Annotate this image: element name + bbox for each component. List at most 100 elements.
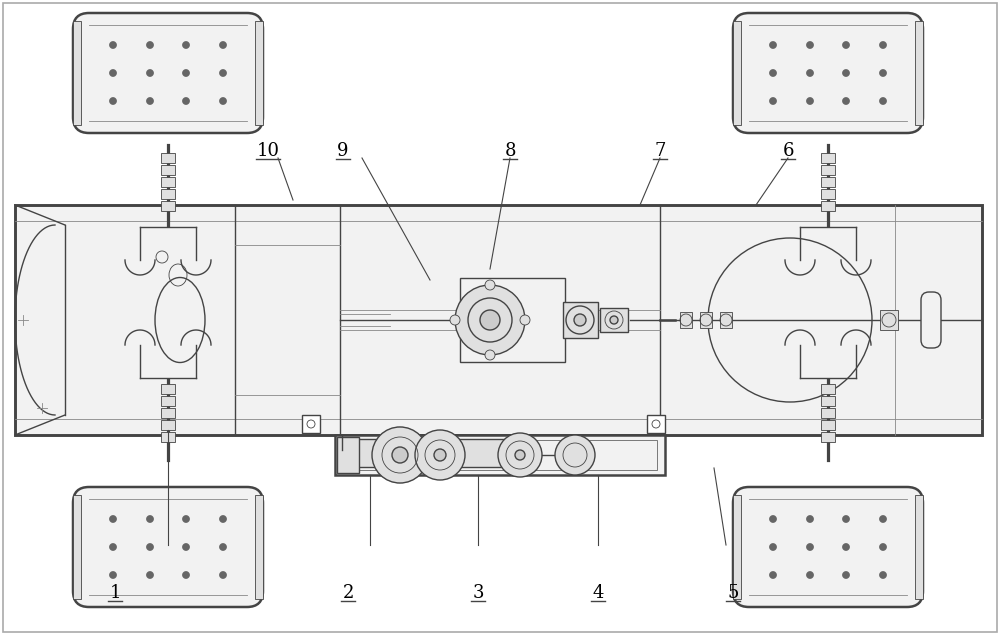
Text: 4: 4 <box>592 584 604 602</box>
Circle shape <box>880 98 887 105</box>
Bar <box>821 177 835 187</box>
Bar <box>161 420 175 430</box>
Text: 5: 5 <box>727 584 739 602</box>
Circle shape <box>110 544 116 551</box>
Bar <box>337 437 359 473</box>
Circle shape <box>515 450 525 460</box>
Circle shape <box>146 544 154 551</box>
Circle shape <box>770 41 776 48</box>
Bar <box>720 312 732 328</box>
Bar <box>821 420 835 430</box>
FancyBboxPatch shape <box>733 487 923 607</box>
Circle shape <box>806 98 814 105</box>
Circle shape <box>450 315 460 325</box>
Bar <box>161 153 175 163</box>
Circle shape <box>574 314 586 326</box>
Bar <box>733 21 741 125</box>
Circle shape <box>806 516 814 523</box>
Bar <box>161 384 175 394</box>
Bar <box>343 440 657 470</box>
Text: 1: 1 <box>109 584 121 602</box>
Circle shape <box>770 544 776 551</box>
Bar <box>821 432 835 442</box>
Bar <box>73 495 81 599</box>
Circle shape <box>415 430 465 480</box>
FancyBboxPatch shape <box>73 13 263 133</box>
Circle shape <box>770 69 776 76</box>
Bar <box>600 308 628 332</box>
Circle shape <box>182 69 190 76</box>
Bar <box>563 302 598 338</box>
Bar <box>915 495 923 599</box>
Bar <box>161 201 175 211</box>
FancyBboxPatch shape <box>921 292 941 348</box>
Bar <box>700 312 712 328</box>
Bar <box>821 384 835 394</box>
Circle shape <box>146 41 154 48</box>
Bar <box>73 21 81 125</box>
Circle shape <box>110 516 116 523</box>
Circle shape <box>842 98 850 105</box>
Bar <box>821 153 835 163</box>
Bar <box>161 408 175 418</box>
Circle shape <box>372 427 428 483</box>
Bar <box>335 435 665 475</box>
Bar <box>161 177 175 187</box>
Bar <box>647 415 665 433</box>
Circle shape <box>770 98 776 105</box>
Circle shape <box>770 516 776 523</box>
Bar <box>302 415 320 433</box>
Text: 7: 7 <box>654 142 666 160</box>
Circle shape <box>220 69 226 76</box>
Bar <box>915 21 923 125</box>
Circle shape <box>842 516 850 523</box>
Circle shape <box>146 516 154 523</box>
FancyBboxPatch shape <box>733 13 923 133</box>
Circle shape <box>485 350 495 360</box>
Bar <box>255 495 263 599</box>
Circle shape <box>182 544 190 551</box>
Circle shape <box>842 69 850 76</box>
Bar <box>821 189 835 199</box>
Circle shape <box>146 572 154 578</box>
Circle shape <box>182 516 190 523</box>
Bar <box>821 165 835 175</box>
Text: 8: 8 <box>504 142 516 160</box>
Bar <box>161 432 175 442</box>
Circle shape <box>146 98 154 105</box>
Circle shape <box>220 41 226 48</box>
Circle shape <box>842 41 850 48</box>
Circle shape <box>770 572 776 578</box>
Text: 9: 9 <box>337 142 349 160</box>
Circle shape <box>146 69 154 76</box>
Bar <box>821 408 835 418</box>
Text: 2: 2 <box>342 584 354 602</box>
Bar <box>880 310 898 330</box>
Circle shape <box>485 280 495 290</box>
Bar <box>350 439 505 467</box>
Bar <box>15 205 982 435</box>
Circle shape <box>220 98 226 105</box>
Circle shape <box>842 544 850 551</box>
Circle shape <box>610 316 618 324</box>
Circle shape <box>842 572 850 578</box>
Circle shape <box>434 449 446 461</box>
Circle shape <box>392 447 408 463</box>
Circle shape <box>182 41 190 48</box>
Bar <box>161 396 175 406</box>
Circle shape <box>806 41 814 48</box>
Circle shape <box>555 435 595 475</box>
Circle shape <box>880 69 887 76</box>
Circle shape <box>498 433 542 477</box>
Text: 6: 6 <box>782 142 794 160</box>
Bar <box>460 278 565 362</box>
Bar <box>733 495 741 599</box>
Circle shape <box>806 69 814 76</box>
Circle shape <box>182 572 190 578</box>
Bar <box>161 189 175 199</box>
Circle shape <box>455 285 525 355</box>
Bar <box>821 396 835 406</box>
Circle shape <box>480 310 500 330</box>
Bar <box>255 21 263 125</box>
Circle shape <box>806 572 814 578</box>
